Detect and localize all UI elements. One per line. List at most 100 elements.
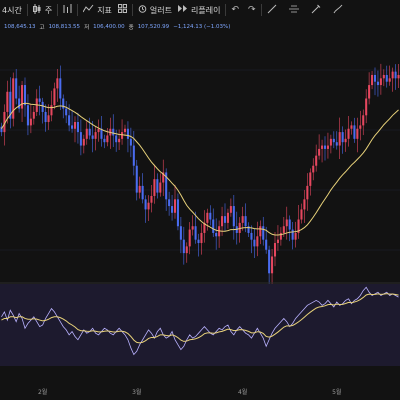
candle — [329, 134, 332, 154]
candle — [173, 184, 177, 219]
candle — [29, 104, 32, 134]
candle-body — [238, 222, 241, 233]
layout-grid-icon[interactable] — [117, 4, 127, 16]
candle-body — [156, 179, 159, 193]
candle — [153, 164, 156, 204]
brush-tool-icon[interactable] — [333, 4, 343, 17]
candle-type-selector[interactable]: 주 — [44, 5, 53, 15]
candle-body — [200, 232, 203, 244]
candle — [97, 119, 100, 142]
candle-body — [271, 256, 274, 274]
horizontal-line-tool-icon[interactable] — [288, 4, 299, 17]
candle-body — [121, 132, 124, 139]
candle-body — [329, 138, 332, 146]
ohlc-open: 108,645.13 — [4, 24, 36, 30]
candle-body — [138, 185, 141, 193]
candle-body — [297, 219, 300, 233]
ohlc-readout: 108,645.13 고 108,813.55 저 106,400.00 종 1… — [0, 20, 400, 34]
undo-icon[interactable]: ↶ — [231, 4, 240, 15]
candle — [359, 110, 362, 141]
candle — [50, 90, 53, 122]
candle — [65, 101, 68, 124]
candle-body — [23, 85, 27, 106]
candle — [347, 115, 350, 147]
candle — [247, 222, 250, 237]
candle — [85, 121, 88, 145]
candle-body — [368, 85, 371, 99]
candle — [129, 127, 132, 158]
candle — [321, 139, 324, 163]
candle-body — [373, 74, 377, 82]
indicator-button[interactable]: 지표 — [82, 4, 112, 16]
trend-line-tool-icon[interactable] — [267, 4, 277, 17]
candle — [215, 218, 218, 250]
candle-body — [144, 199, 147, 210]
candle — [288, 215, 291, 242]
candle-body — [282, 226, 285, 233]
candle — [212, 208, 215, 237]
candle — [318, 134, 321, 160]
candle — [368, 72, 371, 105]
candle — [253, 228, 256, 258]
grid — [0, 69, 400, 251]
x-axis: 2월 3월 4월 5월 — [0, 382, 400, 400]
candle-body — [106, 135, 109, 143]
candle — [12, 72, 15, 127]
candle — [59, 65, 62, 111]
redo-icon[interactable]: ↷ — [248, 4, 256, 15]
indicator-icon — [82, 4, 94, 16]
candle — [185, 242, 188, 263]
candle-body — [250, 232, 253, 240]
candle — [194, 211, 197, 244]
candle — [371, 70, 374, 90]
candle-body — [203, 222, 206, 233]
candle — [265, 226, 268, 254]
compare-icon[interactable] — [63, 3, 72, 17]
candle-body — [18, 98, 21, 109]
timeframe-selector[interactable]: 4시간 — [2, 5, 22, 15]
candle-body — [85, 128, 88, 139]
candle-body — [300, 209, 303, 220]
candle-body — [226, 212, 229, 223]
candle — [203, 210, 206, 243]
candle — [326, 132, 329, 159]
candle-body — [212, 219, 215, 233]
candle-body — [153, 179, 156, 196]
candle — [106, 127, 109, 147]
candle — [223, 203, 227, 231]
candle — [73, 116, 77, 143]
candle — [147, 195, 150, 221]
moving-average-line — [1, 102, 399, 236]
candle-body — [394, 71, 397, 79]
candle — [235, 211, 238, 245]
candlestick-icon[interactable] — [32, 3, 42, 17]
candle — [376, 70, 379, 97]
alert-label: 얼러트 — [149, 5, 173, 15]
candle — [197, 233, 200, 257]
candle — [168, 191, 171, 216]
candle-body — [256, 236, 259, 247]
candle — [250, 225, 253, 254]
candle-body — [100, 128, 103, 139]
toolbar-divider — [225, 4, 227, 16]
candle — [35, 89, 38, 116]
candles — [0, 63, 400, 287]
candle-body — [129, 138, 132, 146]
candle-body — [76, 122, 79, 133]
candle — [373, 67, 377, 96]
pen-tool-icon[interactable] — [311, 4, 321, 17]
candle — [279, 227, 282, 246]
candle-body — [82, 138, 85, 146]
replay-button[interactable]: 리플레이 — [178, 4, 220, 16]
candle — [176, 193, 179, 231]
candle-body — [126, 128, 129, 139]
indicator-label: 지표 — [97, 5, 112, 15]
alarm-clock-icon — [138, 4, 147, 16]
candle — [353, 117, 356, 143]
candle-body — [323, 145, 327, 149]
candle — [23, 77, 27, 117]
candle — [338, 117, 341, 159]
alert-button[interactable]: 얼러트 — [138, 4, 172, 16]
candle-body — [397, 74, 400, 79]
